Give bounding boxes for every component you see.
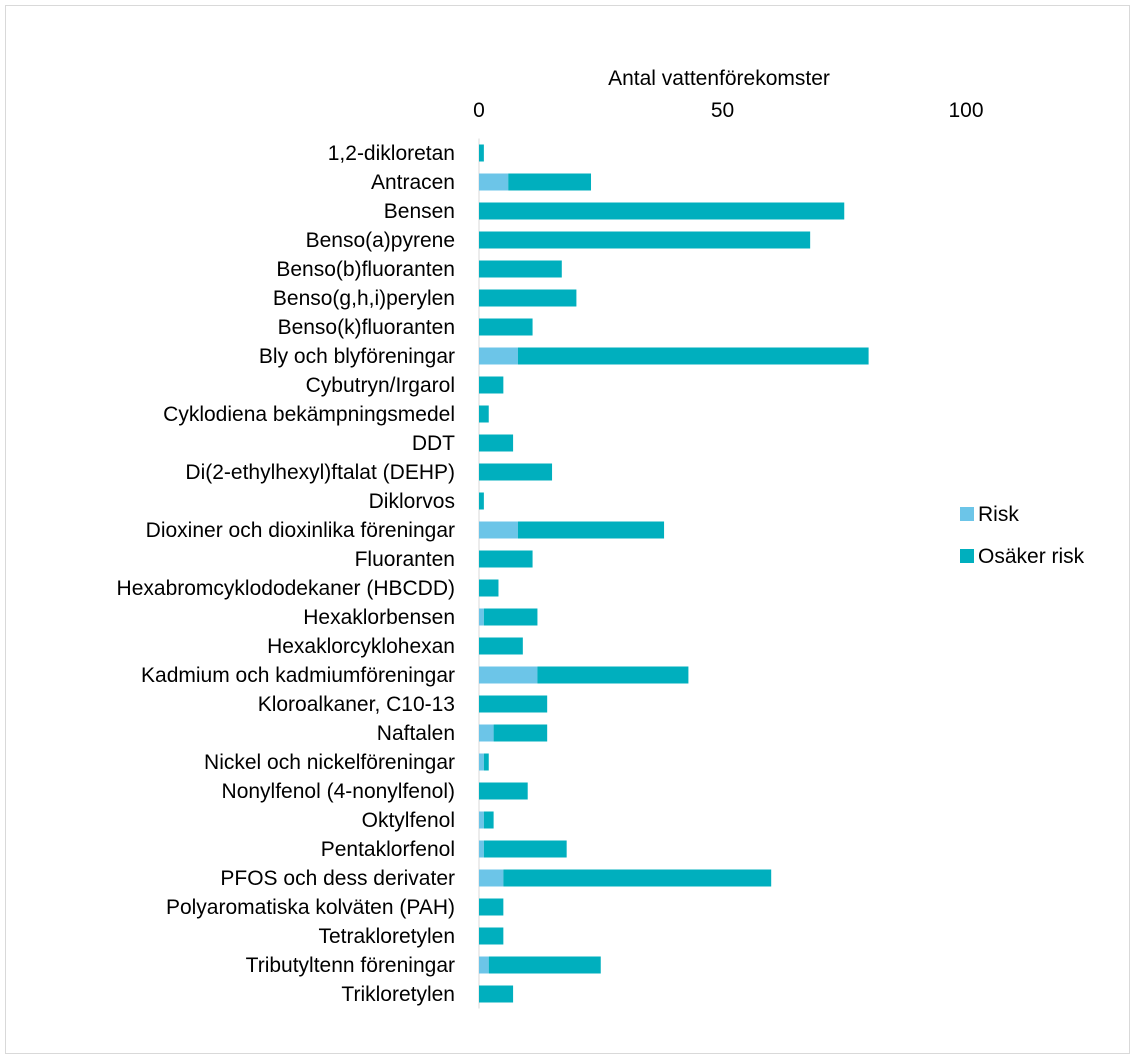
- bar-risk: [479, 347, 518, 365]
- bar-osaker-risk: [488, 956, 601, 974]
- bar-osaker-risk: [517, 347, 869, 365]
- bar-osaker-risk: [479, 434, 514, 452]
- category-label: Benso(k)fluoranten: [278, 316, 455, 339]
- bar-osaker-risk: [483, 840, 567, 858]
- bar-osaker-risk: [479, 898, 504, 916]
- category-label: Antracen: [371, 171, 455, 194]
- category-label: Di(2-ethylhexyl)ftalat (DEHP): [185, 461, 455, 484]
- bar-risk: [479, 608, 484, 626]
- bar-osaker-risk: [508, 173, 592, 191]
- bar-risk: [479, 753, 484, 771]
- bar-risk: [479, 666, 538, 684]
- category-label: Dioxiner och dioxinlika föreningar: [146, 519, 455, 542]
- x-tick-label: 0: [473, 99, 485, 122]
- category-label: Polyaromatiska kolväten (PAH): [166, 896, 455, 919]
- bar-osaker-risk: [479, 985, 514, 1003]
- bar-risk: [479, 811, 484, 829]
- category-label: Diklorvos: [369, 490, 455, 513]
- bar-risk: [479, 956, 489, 974]
- bar-osaker-risk: [479, 550, 533, 568]
- category-label: Benso(g,h,i)perylen: [273, 287, 455, 310]
- category-label: Bensen: [384, 200, 455, 223]
- bar-osaker-risk: [483, 753, 489, 771]
- category-label: Pentaklorfenol: [321, 838, 455, 861]
- category-label: Kadmium och kadmiumföreningar: [141, 664, 455, 687]
- category-label: Kloroalkaner, C10-13: [258, 693, 455, 716]
- category-label: Nonylfenol (4-nonylfenol): [222, 780, 455, 803]
- bar-chart: Antal vattenförekomster 0 50 100 1,2-diklo…: [117, 67, 1085, 1009]
- bar-osaker-risk: [483, 811, 494, 829]
- legend-swatch: [960, 507, 974, 521]
- category-label: Hexabromcyklododekaner (HBCDD): [117, 577, 455, 600]
- category-label: PFOS och dess derivater: [220, 867, 455, 890]
- legend-label: Osäker risk: [978, 545, 1085, 568]
- chart-frame: Antal vattenförekomster 0 50 100 1,2-diklo…: [5, 5, 1130, 1054]
- bar-osaker-risk: [479, 695, 548, 713]
- category-label: Cyklodiena bekämpningsmedel: [163, 403, 455, 426]
- legend: Risk Osäker risk: [960, 503, 1085, 568]
- category-label: Bly och blyföreningar: [259, 345, 455, 368]
- bar-osaker-risk: [479, 405, 489, 423]
- category-label: Naftalen: [377, 722, 455, 745]
- x-tick-label: 50: [711, 99, 734, 122]
- bar-risk: [479, 840, 484, 858]
- category-label: 1,2-dikloretan: [328, 142, 455, 165]
- category-label: Tetrakloretylen: [318, 925, 455, 948]
- category-label: Benso(a)pyrene: [306, 229, 455, 252]
- bar-osaker-risk: [517, 521, 665, 539]
- x-tick-label: 100: [948, 99, 983, 122]
- category-label: Tributyltenn föreningar: [246, 954, 455, 977]
- category-label: Hexaklorcyklohexan: [267, 635, 455, 658]
- bar-osaker-risk: [493, 724, 548, 742]
- bar-osaker-risk: [479, 231, 811, 249]
- bar-osaker-risk: [479, 260, 562, 278]
- bar-osaker-risk: [483, 608, 538, 626]
- category-label: Fluoranten: [355, 548, 455, 571]
- x-tick-labels: 0 50 100: [473, 99, 983, 122]
- category-label: Cybutryn/Irgarol: [306, 374, 455, 397]
- category-label: DDT: [412, 432, 455, 455]
- category-label: Nickel och nickelföreningar: [204, 751, 455, 774]
- bar-osaker-risk: [479, 492, 484, 510]
- x-axis-title: Antal vattenförekomster: [608, 67, 830, 90]
- legend-swatch: [960, 549, 974, 563]
- bar-osaker-risk: [479, 289, 577, 307]
- bar-risk: [479, 173, 509, 191]
- bar-osaker-risk: [479, 318, 533, 336]
- bar-osaker-risk: [479, 637, 523, 655]
- category-label: Trikloretylen: [341, 983, 455, 1006]
- category-label: Benso(b)fluoranten: [276, 258, 455, 281]
- bar-risk: [479, 869, 504, 887]
- bar-osaker-risk: [479, 927, 504, 945]
- bar-osaker-risk: [479, 463, 553, 481]
- bar-osaker-risk: [479, 782, 528, 800]
- category-labels: 1,2-dikloretan Antracen Bensen Benso(a)pyre…: [117, 142, 456, 1006]
- category-label: Hexaklorbensen: [303, 606, 455, 629]
- legend-label: Risk: [978, 503, 1019, 526]
- bars: [479, 144, 869, 1003]
- bar-osaker-risk: [503, 869, 772, 887]
- bar-osaker-risk: [537, 666, 689, 684]
- bar-osaker-risk: [479, 376, 504, 394]
- category-label: Oktylfenol: [362, 809, 455, 832]
- bar-risk: [479, 521, 518, 539]
- bar-osaker-risk: [479, 579, 499, 597]
- bar-risk: [479, 724, 494, 742]
- bar-osaker-risk: [479, 202, 845, 220]
- bar-osaker-risk: [479, 144, 484, 162]
